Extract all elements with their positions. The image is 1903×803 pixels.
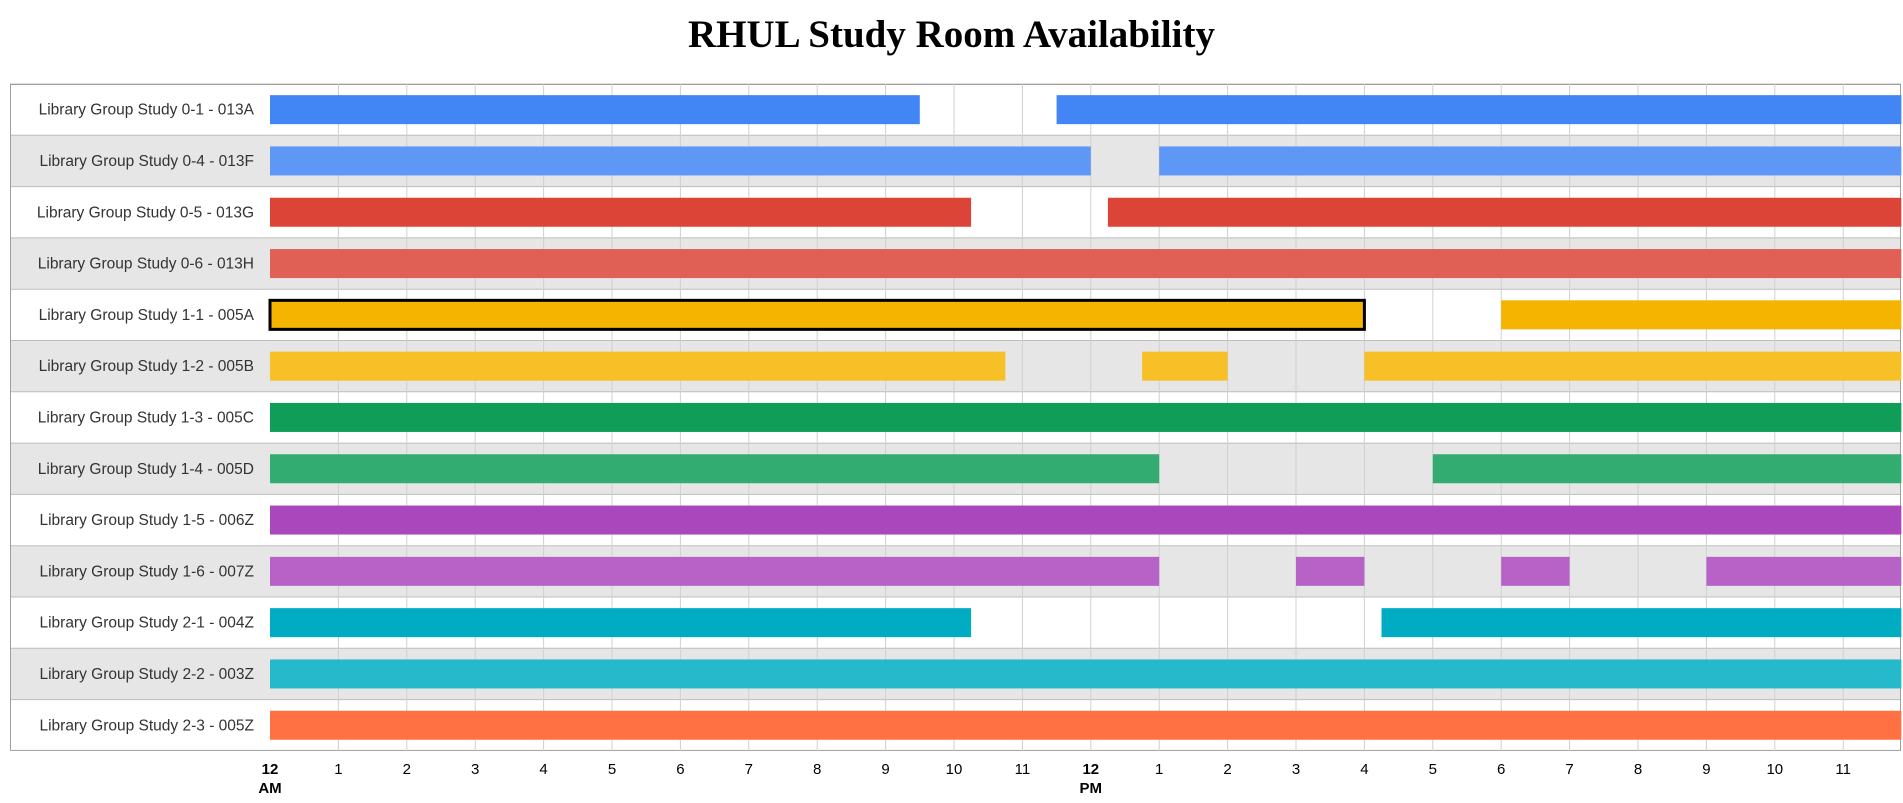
x-tick-label: 5	[1429, 761, 1437, 778]
x-tick-label: 10	[946, 761, 963, 778]
x-tick-label: 8	[1634, 761, 1642, 778]
x-tick-label: 10	[1766, 761, 1783, 778]
row-label: Library Group Study 0-1 - 013A	[39, 102, 255, 119]
row-label: Library Group Study 2-2 - 003Z	[39, 666, 254, 683]
row-label: Library Group Study 2-1 - 004Z	[39, 615, 254, 632]
availability-bar[interactable]	[270, 249, 1902, 279]
availability-bar[interactable]	[1056, 95, 1902, 125]
x-tick-label: 2	[1223, 761, 1231, 778]
availability-bar[interactable]	[1159, 146, 1902, 176]
row-labels: Library Group Study 0-1 - 013A Library Gr…	[37, 102, 255, 735]
availability-bar[interactable]	[270, 659, 1902, 689]
row-label: Library Group Study 1-4 - 005D	[38, 461, 254, 478]
row-label: Library Group Study 1-5 - 006Z	[39, 512, 254, 529]
availability-bar-selected[interactable]	[268, 298, 1366, 331]
x-tick-label: 12	[262, 761, 279, 778]
availability-bar[interactable]	[270, 95, 920, 125]
x-tick-label: 11	[1835, 761, 1851, 778]
x-tick-label: 4	[1360, 761, 1368, 778]
chart-title: RHUL Study Room Availability	[688, 13, 1215, 56]
availability-bar[interactable]	[270, 710, 1902, 740]
availability-bar[interactable]	[270, 608, 972, 638]
availability-bar[interactable]	[1296, 556, 1365, 586]
x-tick-label: 2	[403, 761, 411, 778]
x-tick-label: 9	[881, 761, 889, 778]
x-tick-label: 7	[1565, 761, 1573, 778]
row-label: Library Group Study 1-3 - 005C	[38, 409, 254, 426]
availability-bar[interactable]	[1107, 197, 1902, 227]
availability-bar[interactable]	[1432, 454, 1902, 484]
x-tick-label: 7	[745, 761, 753, 778]
availability-bar[interactable]	[270, 351, 1006, 381]
x-tick-label: 11	[1015, 761, 1031, 778]
x-tick-label: 9	[1702, 761, 1710, 778]
x-tick-label: 1	[1155, 761, 1163, 778]
x-tick-sublabel: AM	[258, 780, 281, 797]
availability-bar[interactable]	[270, 146, 1091, 176]
row-label: Library Group Study 1-2 - 005B	[39, 358, 254, 375]
row-label: Library Group Study 1-6 - 007Z	[39, 563, 254, 580]
x-tick-label: 3	[471, 761, 479, 778]
x-tick-label: 3	[1292, 761, 1300, 778]
availability-bars	[268, 95, 1902, 740]
x-tick-sublabel: PM	[1080, 780, 1103, 797]
x-tick-label: 5	[608, 761, 616, 778]
availability-bar[interactable]	[1142, 351, 1228, 381]
x-tick-label: 4	[539, 761, 547, 778]
availability-bar[interactable]	[1501, 556, 1570, 586]
availability-bar[interactable]	[1501, 300, 1902, 330]
row-label: Library Group Study 1-1 - 005A	[39, 307, 255, 324]
availability-bar[interactable]	[1706, 556, 1902, 586]
row-label: Library Group Study 0-4 - 013F	[39, 153, 254, 170]
x-tick-label: 12	[1082, 761, 1099, 778]
availability-bar[interactable]	[270, 556, 1160, 586]
row-label: Library Group Study 0-6 - 013H	[38, 256, 254, 273]
x-tick-label: 1	[334, 761, 342, 778]
availability-bar[interactable]	[270, 454, 1160, 484]
x-tick-label: 6	[1497, 761, 1505, 778]
availability-bar[interactable]	[270, 197, 972, 227]
availability-bar[interactable]	[1381, 608, 1902, 638]
availability-bar[interactable]	[1364, 351, 1902, 381]
availability-bar[interactable]	[270, 505, 1902, 535]
x-tick-label: 8	[813, 761, 821, 778]
row-label: Library Group Study 2-3 - 005Z	[39, 717, 254, 734]
availability-bar[interactable]	[270, 402, 1902, 432]
x-tick-label: 6	[676, 761, 684, 778]
row-label: Library Group Study 0-5 - 013G	[37, 204, 254, 221]
